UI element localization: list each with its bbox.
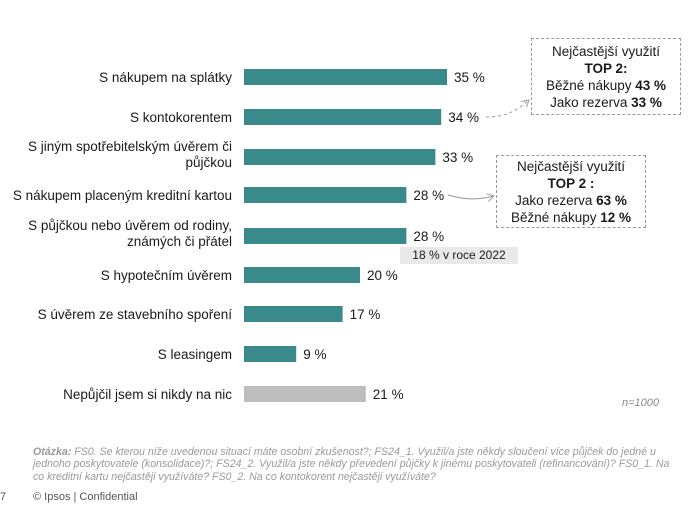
bar: [244, 346, 297, 362]
bar: [244, 267, 360, 283]
callout-top: TOP 2:: [584, 61, 628, 76]
question-text: FS0. Se kterou níže uvedenou situací mát…: [33, 446, 670, 483]
bar: [244, 149, 436, 165]
bar: [244, 306, 343, 322]
value-label: 34 %: [448, 110, 479, 125]
category-label: Nepůjčil jsem si nikdy na nic: [63, 387, 232, 402]
value-label: 35 %: [454, 70, 485, 85]
category-label: S půjčkou nebo úvěrem od rodiny,: [28, 218, 232, 233]
category-label: S hypotečním úvěrem: [101, 268, 232, 283]
value-label: 21 %: [373, 387, 404, 402]
bar-chart: 35 % S nákupem na splátky 34 % S kontokoren…: [13, 69, 694, 402]
category-label: S jiným spotřebitelským úvěrem či: [28, 139, 232, 154]
bar: [244, 69, 447, 85]
callout-line1-value: 43 %: [635, 78, 667, 93]
callout-line2-text: Jako rezerva: [550, 95, 632, 110]
bar: [244, 386, 366, 402]
value-label: 33 %: [442, 150, 473, 165]
category-label: S kontokorentem: [130, 110, 232, 125]
category-label: S nákupem na splátky: [99, 70, 232, 85]
value-label: 9 %: [303, 347, 326, 362]
callout-heading: Nejčastější využití: [516, 159, 626, 174]
note-2022: 18 % v roce 2022: [400, 247, 518, 264]
category-label: S úvěrem ze stavebního spoření: [38, 307, 233, 322]
sample-size: n=1000: [622, 397, 660, 409]
category-label: S nákupem placeným kreditní kartou: [13, 188, 232, 203]
value-label: 20 %: [367, 268, 398, 283]
callout-line1-text: Běžné nákupy: [545, 78, 636, 93]
callout-heading: Nejčastější využití: [551, 44, 661, 59]
bar: [244, 187, 407, 203]
category-label: S leasingem: [158, 347, 232, 362]
callout-kontokorent: Nejčastější využití TOP 2: Běžné nákupy …: [531, 38, 681, 115]
callout-connector: [485, 100, 529, 118]
callout-top: TOP 2 :: [547, 176, 595, 191]
question-label: Otázka:: [33, 446, 72, 458]
callout-connector: [447, 195, 494, 199]
category-label: půjčkou: [185, 155, 232, 170]
value-label: 17 %: [350, 307, 381, 322]
copyright: © Ipsos | Confidential: [33, 491, 138, 503]
question-footnote: Otázka: FS0. Se kterou níže uvedenou sit…: [33, 446, 683, 483]
callout-line2-value: 33 %: [631, 95, 662, 110]
bar: [244, 109, 442, 125]
callout-line1-text: Jako rezerva: [515, 193, 597, 208]
callout-line2-text: Běžné nákupy: [510, 210, 601, 225]
page-number: 7: [0, 491, 7, 503]
value-label: 28 %: [413, 229, 444, 244]
callout-line1-value: 63 %: [596, 193, 627, 208]
callout-kreditni-karta: Nejčastější využití TOP 2 : Jako rezerva…: [496, 155, 646, 228]
category-label: známých či přátel: [127, 234, 232, 249]
value-label: 28 %: [413, 188, 444, 203]
callout-line2-value: 12 %: [600, 210, 632, 225]
bar: [244, 228, 407, 244]
